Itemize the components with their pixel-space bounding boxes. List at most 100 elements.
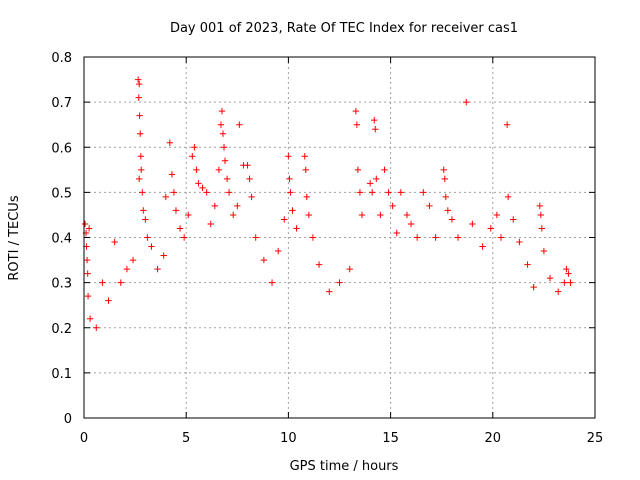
data-point xyxy=(215,166,223,174)
data-point xyxy=(530,283,537,291)
data-point xyxy=(199,184,206,192)
y-tick-label: 0.3 xyxy=(51,277,72,292)
data-point xyxy=(138,166,145,174)
data-point xyxy=(326,288,333,295)
y-axis-label: ROTI / TECUs xyxy=(7,195,22,280)
data-point xyxy=(246,175,253,183)
x-tick-label: 10 xyxy=(280,431,297,446)
data-point xyxy=(540,247,548,255)
y-tick-label: 0.6 xyxy=(51,141,72,156)
data-point xyxy=(223,175,231,183)
data-point xyxy=(211,202,219,210)
data-point xyxy=(497,234,505,241)
y-tick-labels: 0 0.1 0.2 0.3 0.4 0.5 0.6 0.7 0.8 xyxy=(51,51,72,427)
data-point xyxy=(85,225,93,232)
data-point xyxy=(420,189,427,196)
data-point xyxy=(162,193,169,201)
scatter-points xyxy=(81,76,574,331)
data-point xyxy=(148,243,155,250)
data-point xyxy=(403,211,411,219)
data-point xyxy=(372,126,379,133)
x-tick-label: 25 xyxy=(587,431,604,446)
data-point xyxy=(84,292,92,300)
data-point xyxy=(105,297,112,304)
data-point xyxy=(170,189,178,196)
data-point xyxy=(220,144,228,151)
data-point xyxy=(136,112,143,119)
data-point xyxy=(358,211,366,219)
data-point xyxy=(166,139,174,146)
data-point xyxy=(504,193,512,201)
data-point xyxy=(537,211,545,219)
data-point xyxy=(176,225,184,232)
data-point xyxy=(160,252,167,259)
data-point xyxy=(139,189,146,196)
data-point xyxy=(369,189,376,196)
data-point xyxy=(172,207,180,214)
data-point xyxy=(454,234,462,241)
data-point xyxy=(191,144,198,151)
data-point xyxy=(111,238,118,246)
data-point xyxy=(225,189,233,196)
data-point xyxy=(135,175,143,183)
data-point xyxy=(252,234,259,241)
data-point xyxy=(381,166,388,174)
data-point xyxy=(385,189,392,196)
data-point xyxy=(217,121,225,128)
x-tick-labels: 0 5 10 15 20 25 xyxy=(80,431,603,446)
data-point xyxy=(185,211,192,219)
x-axis-label: GPS time / hours xyxy=(290,459,399,474)
data-point xyxy=(193,166,200,174)
axis-ticks xyxy=(83,56,596,419)
data-point xyxy=(563,265,570,273)
data-point xyxy=(154,265,161,273)
data-point xyxy=(305,211,313,219)
data-point xyxy=(538,225,546,232)
data-point xyxy=(84,270,91,277)
data-point xyxy=(510,216,517,223)
data-point xyxy=(352,107,360,115)
data-point xyxy=(236,121,243,128)
data-point xyxy=(123,265,131,273)
data-point xyxy=(144,234,151,241)
data-point xyxy=(463,98,470,106)
data-point xyxy=(567,279,574,286)
data-point xyxy=(189,153,196,160)
data-point xyxy=(407,220,415,228)
y-tick-label: 0.7 xyxy=(51,96,72,111)
data-point xyxy=(373,175,380,183)
data-point xyxy=(561,279,568,286)
data-point xyxy=(546,274,554,282)
data-point xyxy=(479,243,486,250)
data-point xyxy=(195,180,202,187)
data-point xyxy=(221,157,229,164)
data-point xyxy=(448,216,456,223)
data-point xyxy=(413,234,421,241)
data-point xyxy=(293,225,300,232)
data-point xyxy=(93,324,100,331)
data-point xyxy=(168,171,176,178)
data-point xyxy=(203,189,210,196)
data-point xyxy=(207,220,214,228)
data-point xyxy=(441,175,448,183)
data-point xyxy=(142,216,149,223)
data-point xyxy=(137,153,145,160)
data-point xyxy=(366,180,374,187)
data-point xyxy=(493,211,501,219)
data-point xyxy=(134,76,142,83)
data-point xyxy=(301,153,308,160)
data-point xyxy=(487,225,494,232)
data-point xyxy=(346,265,353,273)
data-point xyxy=(135,94,142,101)
data-point xyxy=(234,202,241,210)
data-point xyxy=(137,130,144,137)
data-point xyxy=(356,189,364,196)
y-tick-label: 0.8 xyxy=(51,51,72,66)
data-point xyxy=(354,166,362,174)
data-point xyxy=(444,207,452,214)
y-tick-label: 0.2 xyxy=(51,322,72,337)
data-point xyxy=(536,202,544,210)
data-point xyxy=(248,193,255,201)
data-point xyxy=(303,193,310,201)
data-point xyxy=(565,270,572,277)
